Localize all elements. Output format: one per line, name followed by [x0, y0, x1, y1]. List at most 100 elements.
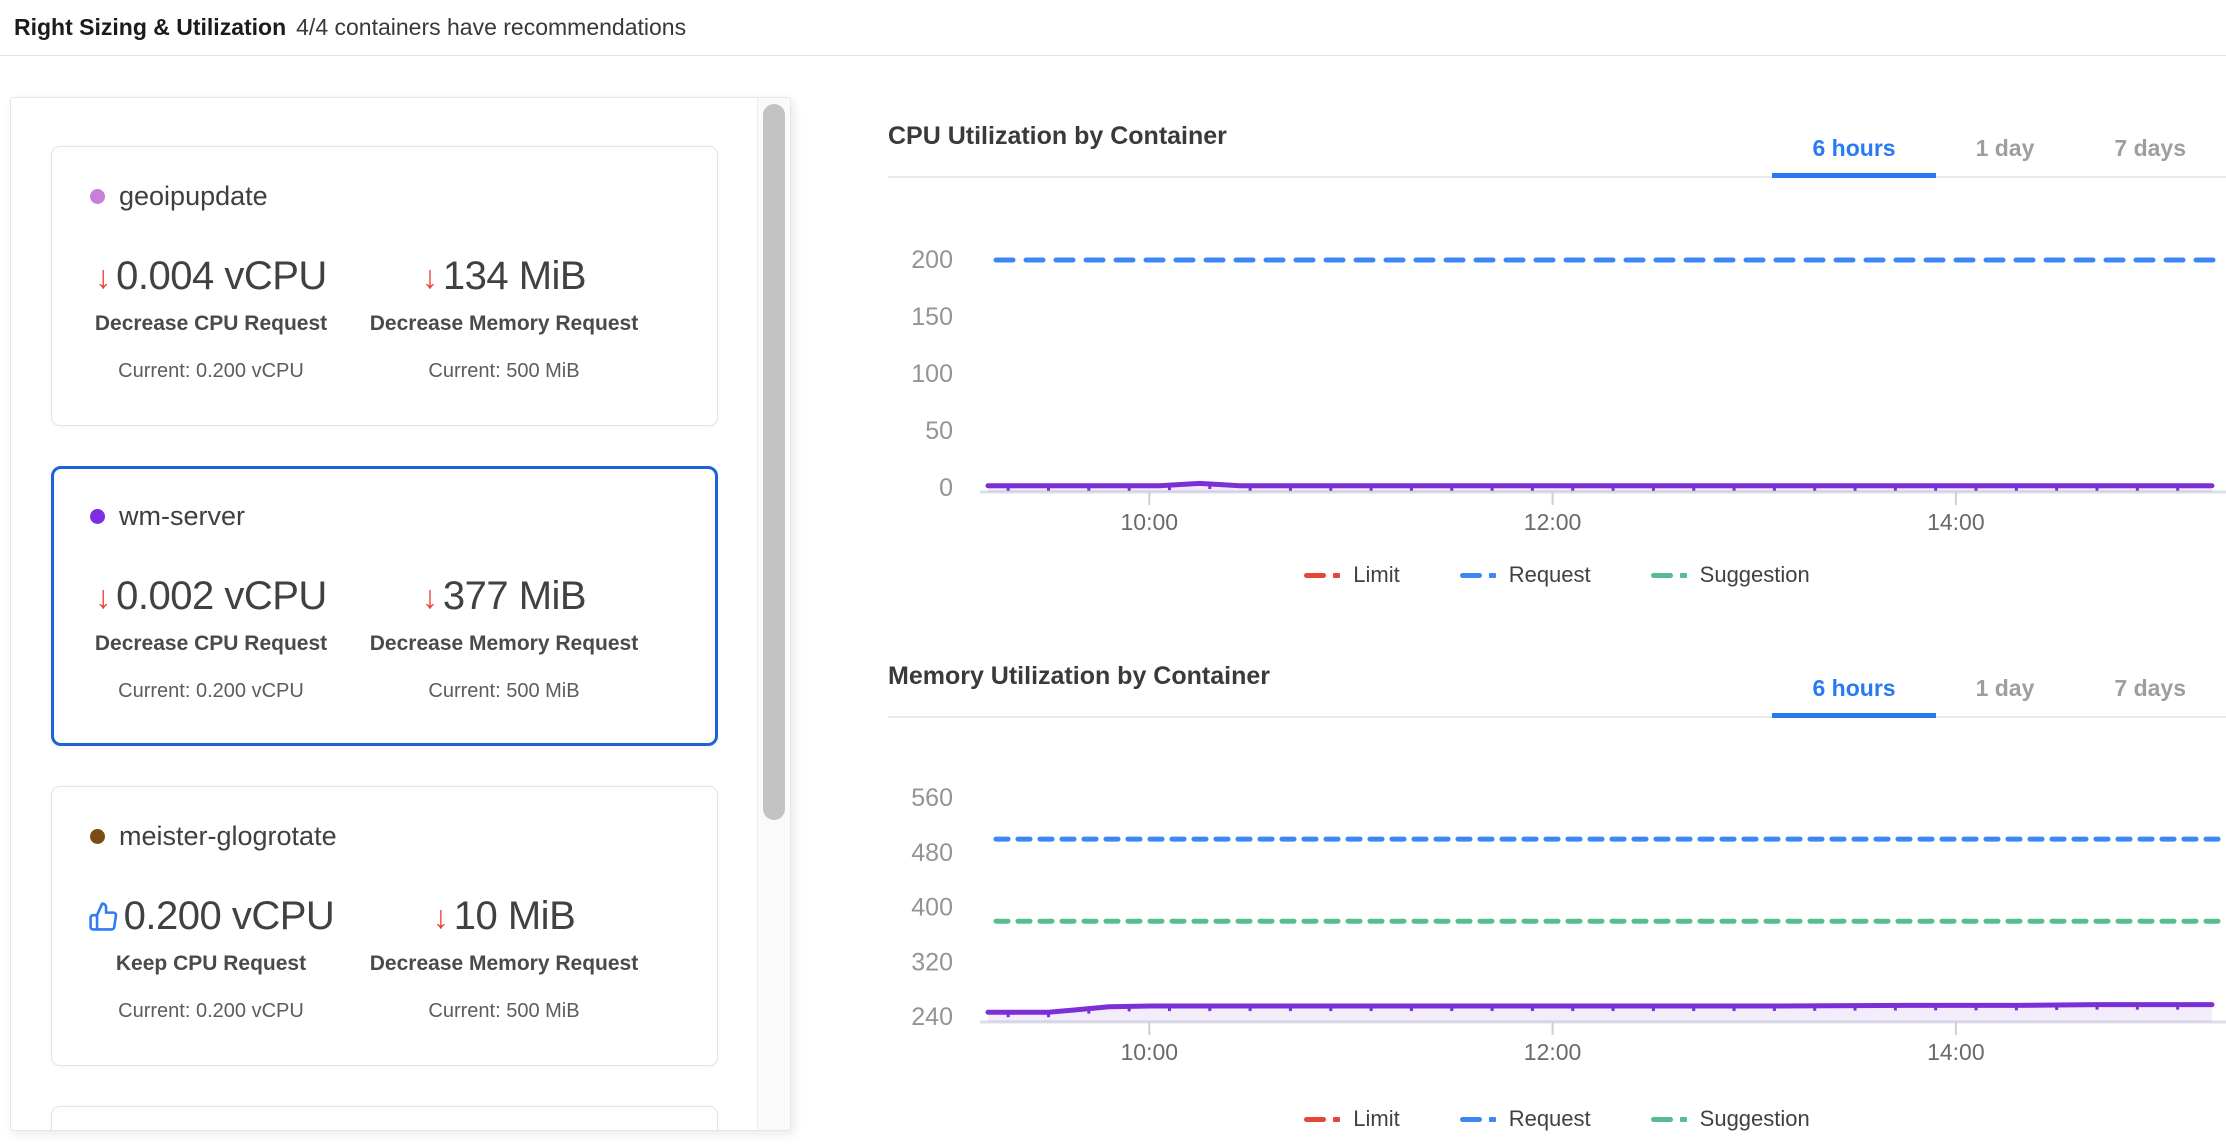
container-name: meister-glogrotate — [119, 821, 337, 851]
memory-recommendation: ↓ 10 MiB Decrease Memory Request Current… — [354, 894, 654, 1023]
legend-label: Limit — [1353, 1106, 1400, 1131]
svg-text:12:00: 12:00 — [1524, 1039, 1582, 1065]
svg-text:200: 200 — [911, 246, 953, 274]
container-card-list: geoipupdate ↓ 0.004 vCPU Decrease CPU Re… — [51, 146, 718, 1130]
memory-recommended-value: 10 MiB — [453, 894, 576, 938]
container-name: geoipupdate — [119, 181, 268, 211]
memory-time-range-tabs: 6 hours 1 day 7 days — [1772, 675, 2226, 718]
svg-text:240: 240 — [911, 1003, 953, 1031]
cpu-chart-title: CPU Utilization by Container — [888, 122, 1227, 150]
cpu-chart-legend: Limit Request Suggestion — [888, 562, 2226, 588]
memory-current-value: Current: 500 MiB — [428, 680, 580, 702]
svg-text:480: 480 — [911, 839, 953, 867]
legend-dash-icon — [1459, 1116, 1496, 1122]
tab-1-day[interactable]: 1 day — [1975, 675, 2035, 701]
scrollbar-thumb[interactable] — [763, 104, 785, 820]
thumbs-up-icon — [88, 901, 119, 932]
arrow-down-icon: ↓ — [421, 258, 438, 295]
legend-label: Suggestion — [1699, 562, 1810, 587]
memory-utilization-section: Memory Utilization by Container 6 hours … — [888, 650, 2226, 1144]
legend-dash-icon — [1304, 1116, 1341, 1122]
container-color-dot — [90, 829, 105, 844]
memory-recommendation: ↓ 134 MiB Decrease Memory Request Curren… — [354, 254, 654, 383]
tab-1-day[interactable]: 1 day — [1975, 135, 2035, 161]
memory-action-label: Decrease Memory Request — [369, 952, 639, 975]
container-color-dot — [90, 509, 105, 524]
legend-dash-icon — [1650, 572, 1687, 578]
container-name-row: meister-glogrotate — [90, 821, 689, 852]
cpu-current-value: Current: 0.200 vCPU — [118, 680, 304, 702]
memory-utilization-chart[interactable]: 240 320 400 480 560 10:00 12:00 14:00 — [888, 726, 2226, 1066]
tab-7-days[interactable]: 7 days — [2114, 135, 2186, 161]
cpu-current-value: Current: 0.200 vCPU — [118, 1000, 304, 1022]
container-card[interactable]: meister-glogrotate 0.200 vCPU Keep CPU R… — [51, 786, 718, 1066]
container-name-row: geoipupdate — [90, 181, 689, 212]
svg-text:10:00: 10:00 — [1121, 1039, 1179, 1065]
memory-current-value: Current: 500 MiB — [428, 360, 580, 382]
cpu-recommendation: ↓ 0.002 vCPU Decrease CPU Request Curren… — [80, 574, 342, 703]
cpu-recommended-value: 0.002 vCPU — [116, 574, 327, 618]
svg-text:560: 560 — [911, 784, 953, 812]
container-name: wm-server — [119, 501, 245, 531]
container-card[interactable]: wm-server ↓ 0.002 vCPU Decrease CPU Requ… — [51, 466, 718, 746]
tab-7-days[interactable]: 7 days — [2114, 675, 2186, 701]
container-card[interactable]: geoipupdate ↓ 0.004 vCPU Decrease CPU Re… — [51, 146, 718, 426]
legend-item-limit: Limit — [1304, 562, 1400, 588]
tab-6-hours[interactable]: 6 hours — [1772, 675, 1936, 718]
memory-recommended-value: 377 MiB — [442, 574, 587, 618]
memory-recommendation: ↓ 377 MiB Decrease Memory Request Curren… — [354, 574, 654, 703]
cpu-value-row: 0.200 vCPU — [88, 894, 335, 939]
scrollbar-track[interactable] — [757, 98, 790, 1130]
container-name-row: wm-server — [90, 501, 689, 532]
cpu-recommendation: 0.200 vCPU Keep CPU Request Current: 0.2… — [80, 894, 342, 1023]
tab-6-hours[interactable]: 6 hours — [1772, 135, 1936, 178]
recommendation-columns: ↓ 0.002 vCPU Decrease CPU Request Curren… — [80, 574, 689, 703]
memory-action-label: Decrease Memory Request — [369, 632, 639, 655]
legend-label: Request — [1508, 1106, 1591, 1131]
legend-label: Limit — [1353, 562, 1400, 587]
legend-item-request: Request — [1459, 1106, 1591, 1132]
svg-text:100: 100 — [911, 360, 953, 388]
memory-value-row: ↓ 377 MiB — [421, 574, 587, 619]
memory-chart-title: Memory Utilization by Container — [888, 662, 1270, 690]
legend-item-suggestion: Suggestion — [1650, 1106, 1810, 1132]
memory-current-value: Current: 500 MiB — [428, 1000, 580, 1022]
memory-action-label: Decrease Memory Request — [369, 312, 639, 335]
svg-text:50: 50 — [925, 417, 953, 445]
svg-text:320: 320 — [911, 948, 953, 976]
cpu-chart-header: CPU Utilization by Container 6 hours 1 d… — [888, 110, 2226, 178]
legend-label: Suggestion — [1699, 1106, 1810, 1131]
svg-text:14:00: 14:00 — [1927, 1039, 1985, 1065]
container-card-partial[interactable] — [51, 1106, 718, 1130]
cpu-recommended-value: 0.200 vCPU — [123, 894, 335, 938]
cpu-value-row: ↓ 0.004 vCPU — [95, 254, 327, 299]
legend-label: Request — [1508, 562, 1591, 587]
memory-chart-legend: Limit Request Suggestion — [888, 1106, 2226, 1132]
container-color-dot — [90, 189, 105, 204]
memory-value-row: ↓ 10 MiB — [433, 894, 576, 939]
legend-item-suggestion: Suggestion — [1650, 562, 1810, 588]
legend-item-limit: Limit — [1304, 1106, 1400, 1132]
cpu-current-value: Current: 0.200 vCPU — [118, 360, 304, 382]
memory-chart-header: Memory Utilization by Container 6 hours … — [888, 650, 2226, 718]
memory-recommended-value: 134 MiB — [442, 254, 587, 298]
svg-text:10:00: 10:00 — [1121, 509, 1179, 535]
cpu-utilization-section: CPU Utilization by Container 6 hours 1 d… — [888, 110, 2226, 612]
page-title: Right Sizing & Utilization — [14, 14, 287, 40]
svg-text:400: 400 — [911, 894, 953, 922]
legend-dash-icon — [1304, 572, 1341, 578]
svg-text:14:00: 14:00 — [1927, 509, 1985, 535]
memory-value-row: ↓ 134 MiB — [421, 254, 587, 299]
cpu-utilization-chart[interactable]: 0 50 100 150 200 10:00 12:00 14:00 — [888, 182, 2226, 540]
cpu-action-label: Decrease CPU Request — [94, 632, 328, 655]
cpu-action-label: Keep CPU Request — [115, 952, 307, 975]
cpu-value-row: ↓ 0.002 vCPU — [95, 574, 327, 619]
svg-text:12:00: 12:00 — [1524, 509, 1582, 535]
page-subtitle: 4/4 containers have recommendations — [296, 14, 687, 40]
page-header: Right Sizing & Utilization 4/4 container… — [0, 0, 2226, 56]
cpu-action-label: Decrease CPU Request — [94, 312, 328, 335]
cpu-recommendation: ↓ 0.004 vCPU Decrease CPU Request Curren… — [80, 254, 342, 383]
recommendation-columns: 0.200 vCPU Keep CPU Request Current: 0.2… — [80, 894, 689, 1023]
arrow-down-icon: ↓ — [421, 578, 438, 615]
